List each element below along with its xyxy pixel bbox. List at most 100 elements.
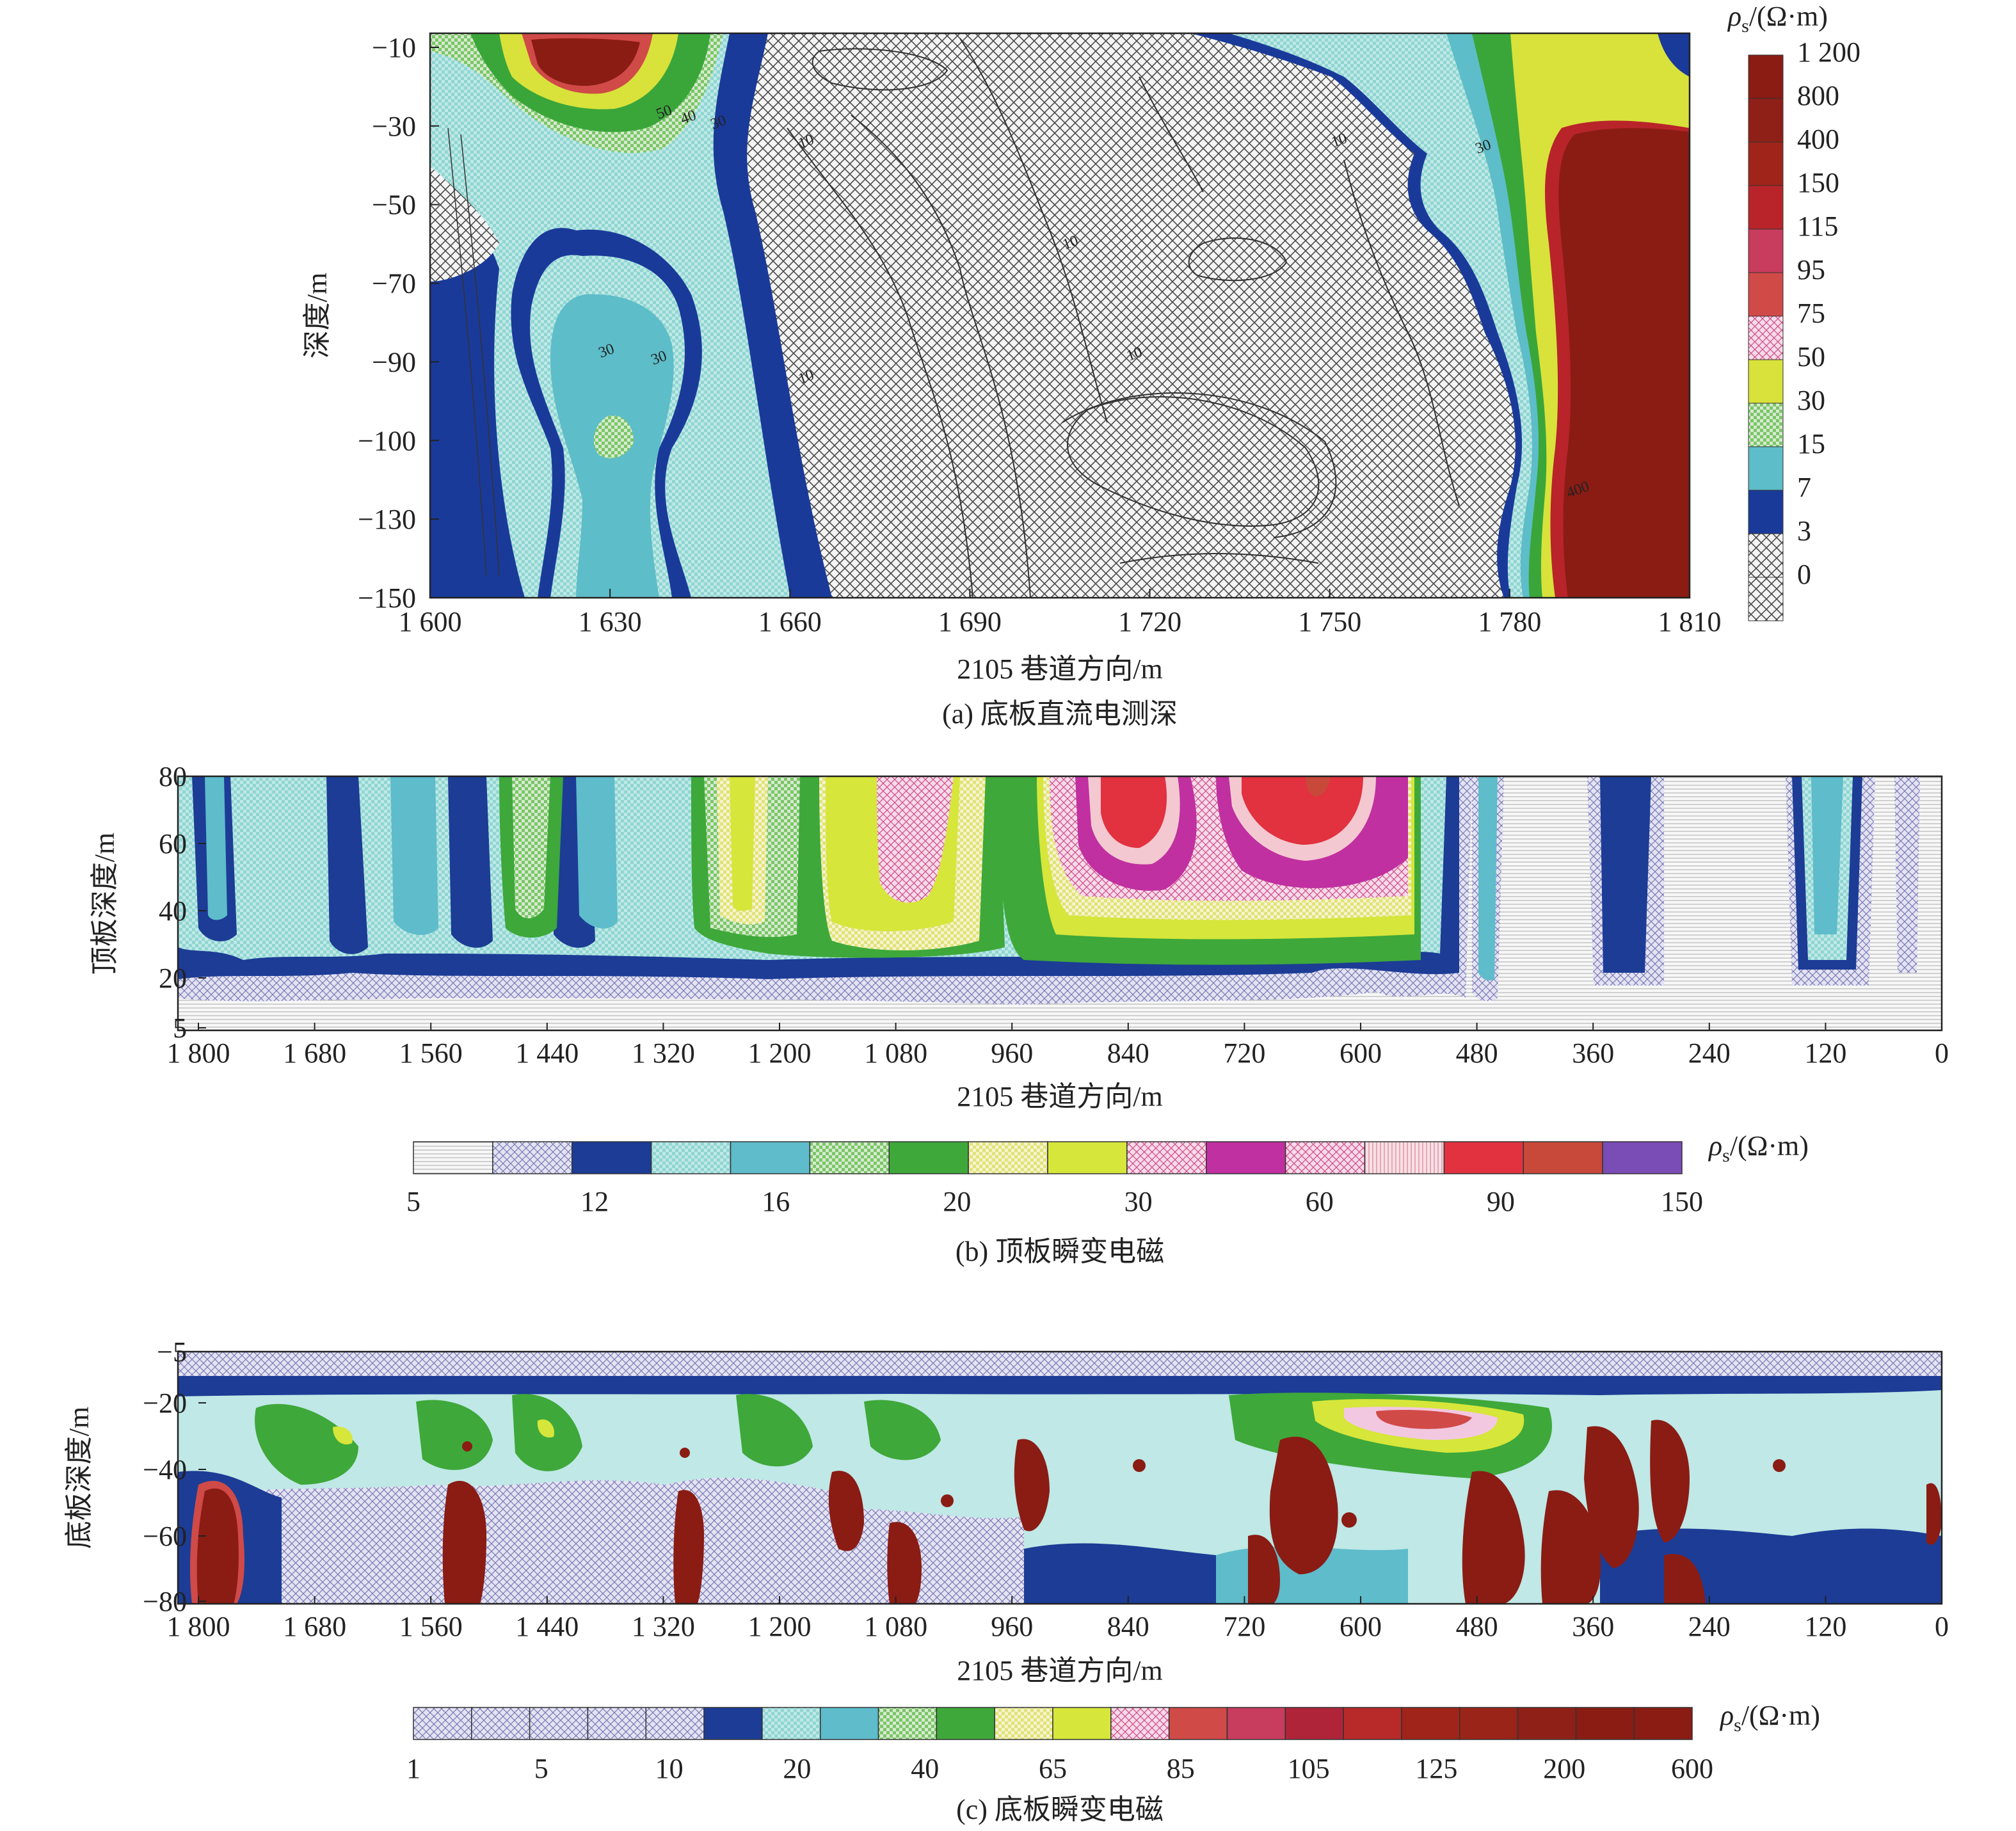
- colorbar-tick-label: 50: [1797, 341, 1825, 372]
- y-tick-label: 40: [159, 895, 187, 927]
- x-tick-label: 1 600: [399, 606, 462, 637]
- y-tick-label: −5: [157, 1336, 187, 1368]
- x-tick-label: 1 630: [579, 606, 642, 637]
- colorbar-swatch: [1364, 1141, 1445, 1174]
- rho-symbol: ρ: [1708, 1130, 1722, 1162]
- panel-c-colorbar: 1 5 10 20 40 65 85 105 125 200 600: [406, 1707, 1713, 1784]
- colorbar-swatch: [1748, 446, 1784, 491]
- x-tick-label: 840: [1107, 1037, 1149, 1069]
- panel-b-x-label: 2105 巷道方向/m: [957, 1081, 1162, 1112]
- rho-subscript: s: [1741, 15, 1749, 36]
- colorbar-tick-label: 0: [1797, 559, 1811, 590]
- colorbar-swatch: [413, 1707, 472, 1740]
- colorbar-swatch: [936, 1707, 995, 1740]
- colorbar-tick-label: 600: [1671, 1753, 1713, 1784]
- y-tick-label: −50: [372, 189, 416, 221]
- x-tick-label: 840: [1107, 1611, 1149, 1642]
- colorbar-swatch: [1110, 1707, 1170, 1740]
- panel-c-frame: [177, 1350, 1943, 1605]
- colorbar-swatch: [1226, 1707, 1286, 1740]
- panel-b-colorbar-label: ρs/(Ω·m): [1708, 1130, 1809, 1166]
- x-tick-label: 480: [1456, 1037, 1498, 1069]
- colorbar-swatch: [1517, 1707, 1577, 1740]
- colorbar-tick-label: 400: [1797, 124, 1839, 155]
- panel-b-y-ticks: 80 60 40 20 5: [159, 761, 206, 1044]
- panel-c-y-label: 底板深度/m: [63, 1407, 95, 1549]
- panel-b: 1 800 1 680 1 560 1 440 1 320 1 200 1 080 960 84…: [89, 761, 1949, 1267]
- y-tick-label: −70: [372, 268, 416, 300]
- colorbar-swatch: [1523, 1141, 1603, 1174]
- colorbar-swatch: [1284, 1707, 1344, 1740]
- x-tick-label: 120: [1804, 1037, 1846, 1069]
- y-tick-label: −30: [372, 111, 416, 142]
- colorbar-swatch: [1748, 228, 1784, 273]
- x-tick-label: 1 780: [1478, 606, 1541, 637]
- x-tick-label: 1 690: [938, 606, 1002, 637]
- panel-a-x-ticks: 1 600 1 630 1 660 1 690 1 720 1 750 1 780 1 810: [399, 589, 1722, 637]
- colorbar-tick-label: 1 200: [1797, 36, 1860, 68]
- x-tick-label: 1 560: [399, 1611, 463, 1642]
- colorbar-tick-label: 60: [1306, 1186, 1334, 1217]
- colorbar-swatch: [1047, 1141, 1128, 1174]
- colorbar-swatch: [650, 1141, 732, 1174]
- colorbar-tick-label: 115: [1797, 211, 1838, 242]
- rho-symbol: ρ: [1727, 1, 1741, 32]
- colorbar-swatch: [730, 1141, 811, 1174]
- colorbar-swatch: [1168, 1707, 1228, 1740]
- x-tick-label: 1 200: [748, 1037, 812, 1069]
- x-tick-label: 240: [1688, 1611, 1731, 1642]
- colorbar-tick-label: 30: [1797, 385, 1825, 416]
- panel-a-frame: [429, 32, 1691, 599]
- colorbar-tick-label: 150: [1797, 167, 1839, 198]
- colorbar-tick-label: 5: [534, 1753, 548, 1784]
- panel-b-plot: [178, 776, 1942, 1030]
- colorbar-swatch: [1748, 533, 1784, 578]
- x-tick-label: 960: [991, 1037, 1033, 1069]
- panel-c-caption: (c) 底板瞬变电磁: [956, 1794, 1164, 1825]
- x-tick-label: 1 080: [864, 1037, 927, 1069]
- colorbar-swatch: [1748, 577, 1784, 621]
- colorbar-swatch: [1575, 1707, 1635, 1740]
- colorbar-swatch: [1633, 1707, 1693, 1740]
- y-tick-label: −10: [372, 32, 416, 63]
- y-tick-label: 5: [173, 1012, 187, 1044]
- x-tick-label: 360: [1572, 1037, 1614, 1069]
- colorbar-tick-label: 1: [406, 1753, 420, 1784]
- y-tick-label: −20: [143, 1387, 187, 1419]
- x-tick-label: 480: [1456, 1611, 1498, 1642]
- colorbar-tick-label: 10: [655, 1753, 684, 1784]
- x-tick-label: 600: [1340, 1611, 1382, 1642]
- colorbar-tick-label: 150: [1661, 1186, 1703, 1217]
- panel-a-y-label: 深度/m: [301, 273, 333, 358]
- x-tick-label: 360: [1572, 1611, 1614, 1642]
- colorbar-swatch: [1401, 1707, 1460, 1740]
- panel-c-x-label: 2105 巷道方向/m: [957, 1655, 1162, 1686]
- colorbar-swatch: [968, 1141, 1048, 1174]
- colorbar-swatch: [1748, 185, 1784, 230]
- x-tick-label: 240: [1688, 1037, 1731, 1069]
- colorbar-swatch: [529, 1707, 589, 1740]
- rho-subscript: s: [1734, 1715, 1741, 1736]
- colorbar-swatch: [1748, 316, 1784, 360]
- x-tick-label: 1 800: [167, 1037, 230, 1069]
- panel-c: 1 800 1 680 1 560 1 440 1 320 1 200 1 080 960 84…: [63, 1336, 1949, 1825]
- panel-c-y-ticks: −5 −20 −40 −60 −80: [143, 1336, 206, 1617]
- colorbar-tick-label: 800: [1797, 80, 1839, 111]
- x-tick-label: 1 560: [399, 1037, 463, 1069]
- colorbar-swatch: [1126, 1141, 1207, 1174]
- y-tick-label: −90: [372, 346, 416, 378]
- colorbar-swatch: [888, 1141, 969, 1174]
- colorbar-tick-label: 15: [1797, 428, 1825, 460]
- colorbar-tick-label: 85: [1167, 1753, 1195, 1784]
- x-tick-label: 600: [1340, 1037, 1382, 1069]
- colorbar-tick-label: 12: [580, 1186, 609, 1217]
- colorbar-tick-label: 65: [1039, 1753, 1067, 1784]
- colorbar-tick-label: 30: [1124, 1186, 1153, 1217]
- colorbar-swatch: [1748, 490, 1784, 534]
- x-tick-label: 1 440: [515, 1611, 579, 1642]
- panel-c-colorbar-label: ρs/(Ω·m): [1719, 1700, 1820, 1736]
- panel-a-caption: (a) 底板直流电测深: [942, 698, 1178, 730]
- x-tick-label: 1 440: [515, 1037, 579, 1069]
- x-tick-label: 1 080: [864, 1611, 927, 1642]
